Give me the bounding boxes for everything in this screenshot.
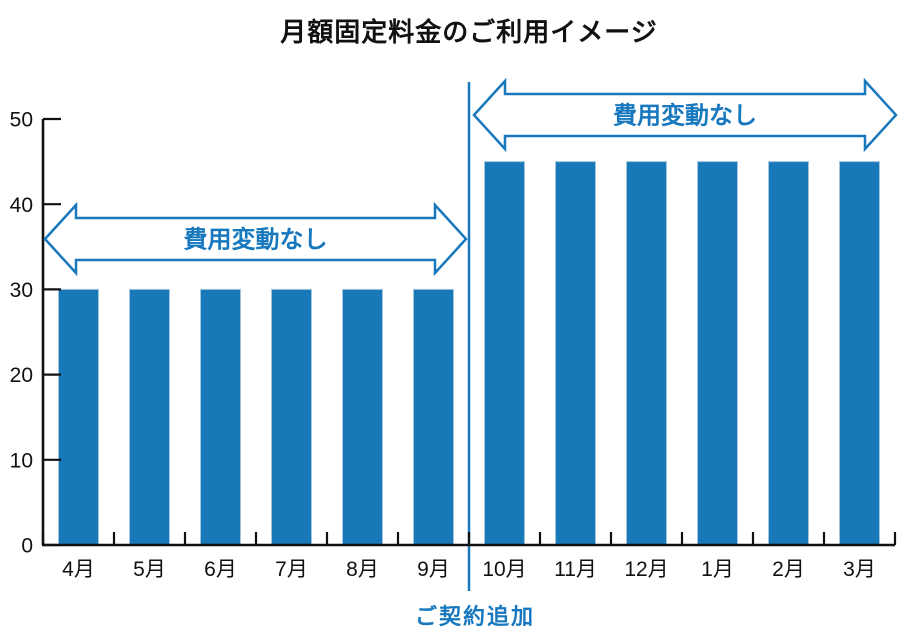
- x-tick-label: 3月: [843, 558, 876, 581]
- bar: [129, 288, 170, 546]
- y-tick-label: 10: [10, 449, 33, 472]
- bar: [271, 288, 312, 546]
- x-tick-label: 11月: [554, 558, 597, 581]
- y-tick-label: 50: [10, 109, 33, 132]
- bar: [342, 288, 383, 546]
- x-tick-label: 10月: [482, 558, 526, 581]
- no-change-arrow-left-label: 費用変動なし: [184, 226, 328, 254]
- bar: [484, 161, 525, 546]
- x-tick-label: 6月: [204, 558, 237, 581]
- bar: [58, 288, 99, 546]
- y-tick-label: 20: [10, 364, 33, 387]
- x-tick-label: 7月: [275, 558, 308, 581]
- no-change-arrow-right-label: 費用変動なし: [613, 102, 757, 130]
- x-tick-label: 4月: [62, 558, 95, 581]
- x-tick-label: 12月: [624, 558, 668, 581]
- x-tick-label: 2月: [772, 558, 805, 581]
- bar: [626, 161, 667, 546]
- y-tick-label: 40: [10, 194, 33, 217]
- bar: [768, 161, 809, 546]
- bar: [697, 161, 738, 546]
- x-tick-label: 1月: [701, 558, 734, 581]
- no-change-arrow-left: [43, 201, 468, 277]
- x-tick-label: 5月: [133, 558, 166, 581]
- chart-title: 月額固定料金のご利用イメージ: [280, 17, 658, 47]
- x-tick-label: 8月: [346, 558, 379, 581]
- y-tick-label: 30: [10, 279, 33, 302]
- bar: [839, 161, 880, 546]
- y-tick-label: 0: [21, 535, 33, 558]
- no-change-arrow-right: [472, 77, 898, 153]
- bar: [555, 161, 596, 546]
- bar: [200, 288, 241, 546]
- bar: [413, 288, 454, 546]
- separator-label: ご契約追加: [415, 604, 535, 629]
- x-tick-label: 9月: [417, 558, 450, 581]
